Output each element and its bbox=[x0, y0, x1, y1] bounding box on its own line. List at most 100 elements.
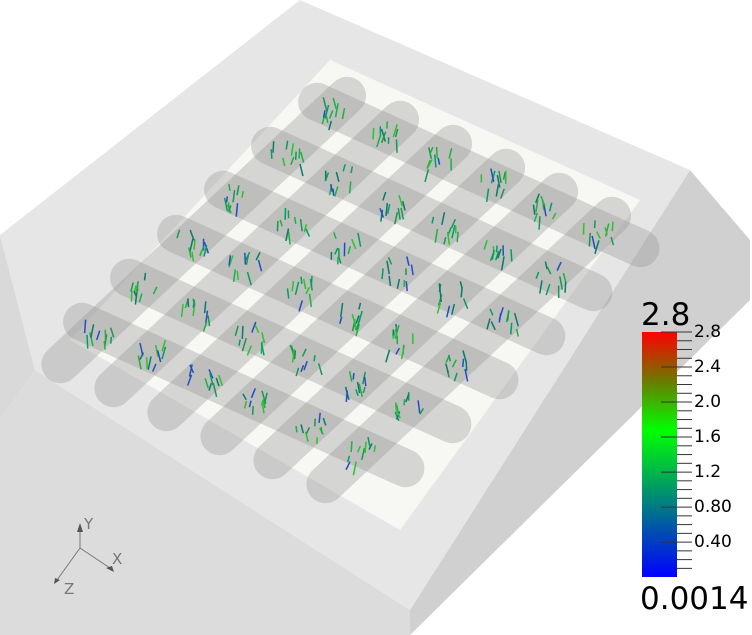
streamline bbox=[443, 237, 447, 245]
streamline bbox=[205, 310, 209, 324]
fiber-tube bbox=[200, 148, 526, 456]
streamline bbox=[270, 149, 273, 159]
streamline bbox=[367, 436, 371, 447]
streamline bbox=[110, 327, 115, 338]
streamline bbox=[90, 324, 95, 338]
streamline bbox=[83, 319, 87, 334]
streamline bbox=[588, 232, 592, 247]
streamline bbox=[386, 260, 391, 275]
streamline bbox=[538, 216, 541, 230]
streamline bbox=[335, 171, 340, 182]
streamline bbox=[385, 203, 389, 217]
streamline bbox=[510, 322, 513, 335]
streamline bbox=[109, 336, 113, 344]
streamline bbox=[332, 97, 337, 109]
streamline bbox=[395, 139, 398, 153]
streamline bbox=[433, 154, 437, 168]
streamline bbox=[385, 349, 391, 363]
streamline bbox=[445, 355, 450, 363]
streamline bbox=[450, 218, 457, 229]
streamline bbox=[376, 135, 382, 148]
streamline bbox=[234, 325, 239, 337]
streamline bbox=[348, 371, 353, 382]
streamline bbox=[238, 339, 241, 346]
streamline bbox=[303, 224, 308, 233]
streamline bbox=[464, 368, 469, 382]
streamline bbox=[352, 372, 355, 380]
streamline bbox=[351, 314, 357, 327]
streamline bbox=[410, 264, 414, 276]
streamline bbox=[460, 287, 463, 298]
streamline bbox=[290, 156, 295, 166]
streamline bbox=[300, 364, 305, 373]
streamline bbox=[445, 305, 451, 318]
streamline bbox=[300, 424, 305, 434]
streamline bbox=[204, 378, 209, 389]
streamline bbox=[251, 406, 254, 415]
streamline bbox=[246, 345, 252, 356]
streamline bbox=[379, 207, 385, 218]
streamline bbox=[138, 293, 143, 303]
streamline bbox=[439, 295, 442, 303]
streamline bbox=[293, 216, 297, 224]
streamline bbox=[241, 190, 244, 198]
streamline bbox=[301, 348, 307, 357]
streamline bbox=[395, 347, 401, 355]
streamline bbox=[502, 171, 506, 180]
streamline bbox=[208, 369, 214, 379]
streamline bbox=[332, 188, 335, 196]
streamline bbox=[263, 392, 268, 406]
streamline bbox=[437, 157, 441, 165]
streamline bbox=[429, 146, 434, 155]
streamline bbox=[405, 394, 410, 403]
streamline bbox=[539, 280, 543, 294]
streamline bbox=[594, 240, 600, 254]
streamline bbox=[202, 321, 208, 332]
streamline bbox=[245, 254, 250, 266]
streamline bbox=[303, 360, 308, 371]
axis-x-label: X bbox=[112, 550, 123, 568]
streamline bbox=[535, 193, 540, 203]
fiber-tube bbox=[94, 100, 420, 408]
streamline bbox=[436, 302, 442, 314]
streamline bbox=[261, 404, 265, 414]
streamline bbox=[405, 281, 408, 292]
axis-y-label: Y bbox=[84, 515, 94, 533]
streamline bbox=[334, 247, 339, 255]
color-legend-tick-label: 0.40 bbox=[694, 532, 732, 553]
streamline bbox=[446, 231, 451, 245]
streamline bbox=[398, 194, 404, 207]
streamline bbox=[347, 245, 352, 255]
streamline bbox=[212, 383, 218, 398]
streamline bbox=[532, 204, 536, 215]
streamline bbox=[294, 281, 300, 295]
fiber-tube bbox=[110, 258, 472, 444]
streamline bbox=[260, 399, 265, 406]
streamline bbox=[176, 229, 181, 239]
streamline bbox=[291, 280, 295, 292]
streamline bbox=[610, 236, 615, 246]
color-legend-max: 2.8 bbox=[641, 297, 691, 333]
streamline bbox=[505, 310, 510, 323]
fiber-tube bbox=[251, 126, 613, 312]
streamline bbox=[611, 221, 614, 232]
streamline bbox=[387, 257, 393, 265]
streamline bbox=[604, 223, 610, 237]
streamline bbox=[350, 441, 353, 453]
streamline bbox=[324, 172, 330, 182]
streamline bbox=[305, 286, 311, 295]
streamline bbox=[352, 461, 357, 476]
streamline bbox=[357, 232, 362, 247]
streamline bbox=[345, 390, 349, 402]
streamline bbox=[333, 186, 339, 197]
streamline bbox=[143, 272, 147, 281]
streamline bbox=[295, 425, 298, 433]
streamline bbox=[130, 282, 134, 292]
streamline bbox=[241, 337, 247, 352]
streamline bbox=[161, 346, 167, 360]
streamline bbox=[355, 389, 359, 397]
streamline bbox=[513, 312, 519, 327]
streamline bbox=[137, 355, 142, 370]
